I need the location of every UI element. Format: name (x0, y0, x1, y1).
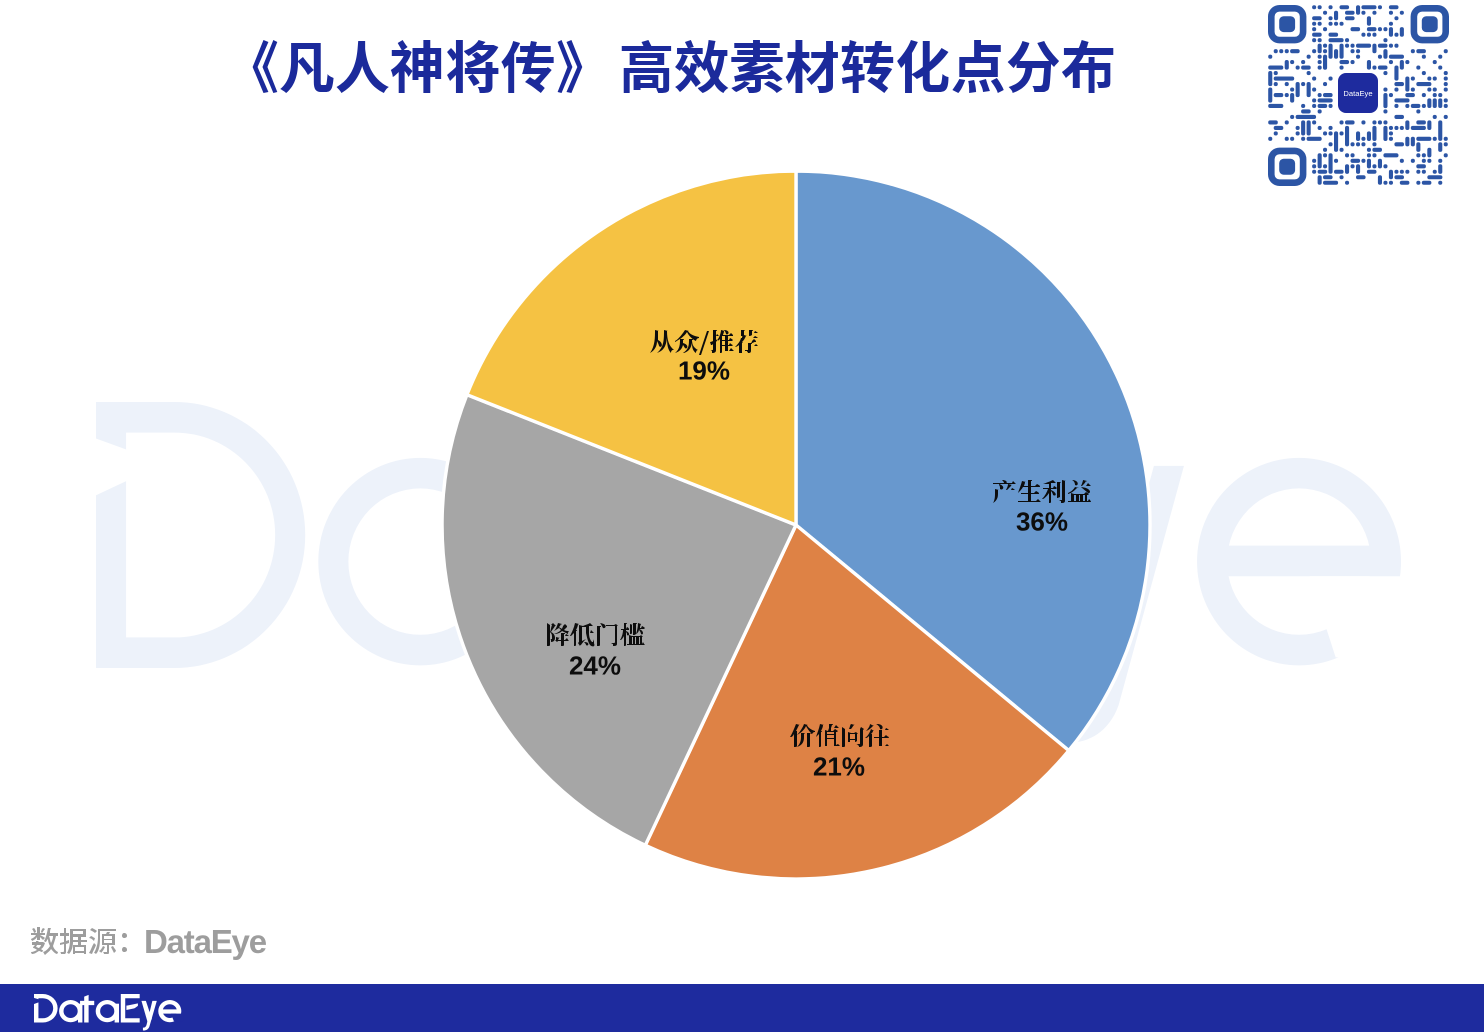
svg-text:DataEye: DataEye (1343, 89, 1372, 98)
